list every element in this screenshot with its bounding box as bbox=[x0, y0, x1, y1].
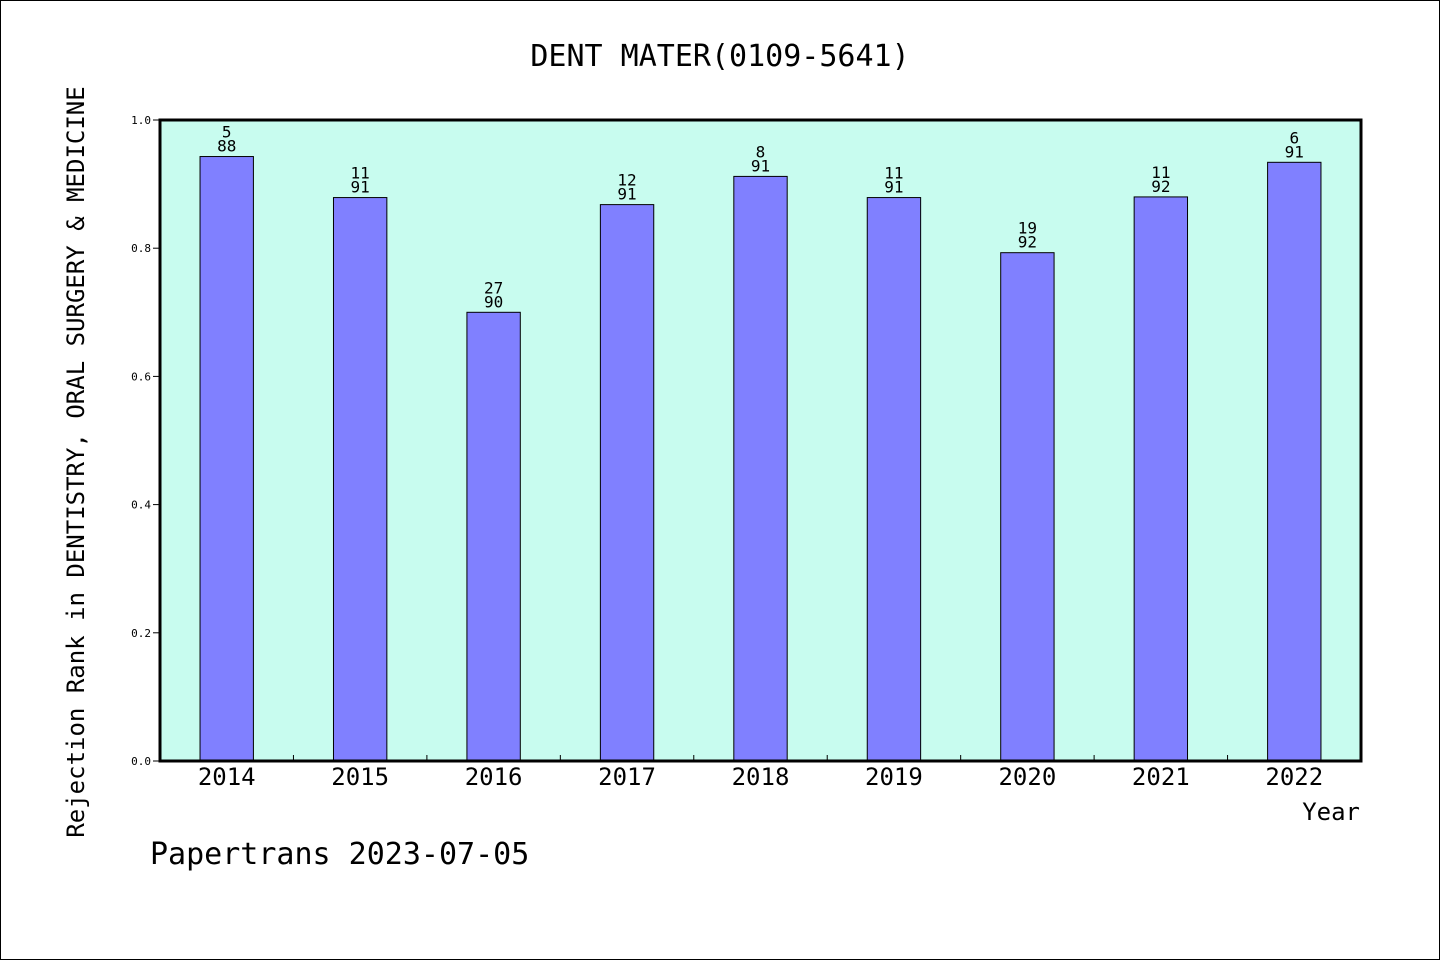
bar-label-rank: 19 bbox=[1018, 219, 1037, 238]
x-tick-label: 2021 bbox=[1132, 763, 1190, 791]
bar-2016 bbox=[466, 311, 521, 762]
footer-credit: Papertrans 2023-07-05 bbox=[150, 837, 529, 872]
bar-label-rank: 11 bbox=[884, 164, 903, 183]
x-tick-label: 2018 bbox=[732, 763, 790, 791]
x-tick-label: 2015 bbox=[331, 763, 389, 791]
bar-2021 bbox=[1133, 196, 1189, 762]
bar-2017 bbox=[599, 204, 655, 762]
bars-group bbox=[199, 156, 1322, 762]
bar-label-rank: 12 bbox=[617, 171, 636, 190]
bar-label-total: 88 bbox=[217, 137, 236, 156]
chart-title: DENT MATER(0109-5641) bbox=[530, 39, 909, 74]
y-tick-label: 0.2 bbox=[131, 627, 151, 640]
x-tick-label: 2020 bbox=[998, 763, 1056, 791]
x-tick-label: 2014 bbox=[198, 763, 256, 791]
bar-label-total: 92 bbox=[1151, 177, 1170, 196]
bar-2019 bbox=[866, 197, 922, 762]
x-tick-label: 2017 bbox=[598, 763, 656, 791]
bar-label-rank: 8 bbox=[756, 142, 766, 161]
bar-2022 bbox=[1267, 161, 1322, 762]
bar-label-total: 91 bbox=[617, 185, 636, 204]
bar-label-total: 91 bbox=[884, 178, 903, 197]
bar-label-total: 90 bbox=[484, 292, 503, 311]
bar-label-rank: 6 bbox=[1289, 128, 1299, 147]
x-axis-label: Year bbox=[1302, 798, 1360, 826]
bar-2020 bbox=[1000, 252, 1055, 762]
y-axis-label: Rejection Rank in DENTISTRY, ORAL SURGER… bbox=[62, 86, 90, 837]
bar-label-rank: 11 bbox=[351, 164, 370, 183]
bar-label-total: 92 bbox=[1018, 233, 1037, 252]
plot-border bbox=[158, 118, 1363, 763]
y-tick-label: 0.6 bbox=[131, 370, 151, 383]
bar-label-rank: 5 bbox=[222, 123, 232, 142]
x-tick-label: 2019 bbox=[865, 763, 923, 791]
bar-2014 bbox=[199, 156, 254, 762]
bar-label-total: 91 bbox=[1285, 142, 1304, 161]
bar-2015 bbox=[332, 197, 388, 762]
bar-2018 bbox=[733, 175, 788, 762]
x-tick-label: 2016 bbox=[465, 763, 523, 791]
y-tick-label: 0.4 bbox=[131, 499, 151, 512]
x-tick-label: 2022 bbox=[1265, 763, 1323, 791]
bar-label-total: 91 bbox=[751, 156, 770, 175]
x-axis-ticks: 2014 2015 2016 2017 2018 2019 2020 2021 2022 bbox=[198, 755, 1323, 791]
y-tick-label: 1.0 bbox=[131, 114, 151, 127]
y-axis-ticks: 0.0 0.2 0.4 0.6 0.8 1.0 bbox=[131, 114, 160, 768]
bar-label-total: 91 bbox=[351, 178, 370, 197]
bar-label-rank: 11 bbox=[1151, 163, 1170, 182]
bar-label-rank: 27 bbox=[484, 278, 503, 297]
y-tick-label: 0.0 bbox=[131, 755, 151, 768]
y-tick-label: 0.8 bbox=[131, 242, 151, 255]
